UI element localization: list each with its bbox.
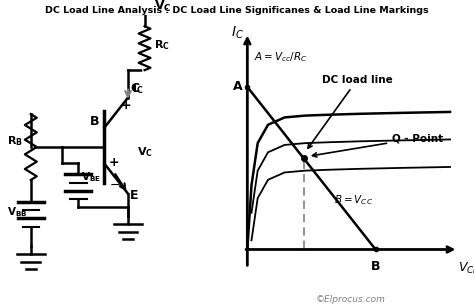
Text: DC Load Line Analysis : DC Load Line Significanes & Load Line Markings: DC Load Line Analysis : DC Load Line Sig… <box>45 6 429 15</box>
Text: $I_C$: $I_C$ <box>231 24 244 41</box>
Text: +: + <box>109 156 119 169</box>
Text: B: B <box>90 115 100 128</box>
Text: $V_{CE}$: $V_{CE}$ <box>458 261 474 276</box>
Text: B: B <box>371 260 380 273</box>
Text: $\mathbf{V_{BB}}$: $\mathbf{V_{BB}}$ <box>7 206 28 219</box>
Text: $\mathbf{V_{BE}}$: $\mathbf{V_{BE}}$ <box>81 170 100 184</box>
Text: Q - Point: Q - Point <box>312 133 443 157</box>
Text: ©Elprocus.com: ©Elprocus.com <box>316 295 386 304</box>
Text: $B=V_{CC}$: $B=V_{CC}$ <box>334 194 373 207</box>
Text: $\mathbf{R_B}$: $\mathbf{R_B}$ <box>7 134 23 148</box>
Text: $\mathbf{V_C}$: $\mathbf{V_C}$ <box>154 0 172 14</box>
Text: C: C <box>130 82 139 95</box>
Text: $-$: $-$ <box>109 178 120 191</box>
Text: $\mathbf{V_C}$: $\mathbf{V_C}$ <box>137 145 154 159</box>
Text: A: A <box>233 81 243 93</box>
Text: $A= V_{cc}/R_C$: $A= V_{cc}/R_C$ <box>254 50 307 64</box>
Text: E: E <box>130 189 139 202</box>
Text: $\mathbf{R_C}$: $\mathbf{R_C}$ <box>154 38 170 52</box>
Text: DC load line: DC load line <box>308 75 392 148</box>
Text: +: + <box>121 99 131 112</box>
Text: $\mathbf{I_C}$: $\mathbf{I_C}$ <box>132 82 143 96</box>
